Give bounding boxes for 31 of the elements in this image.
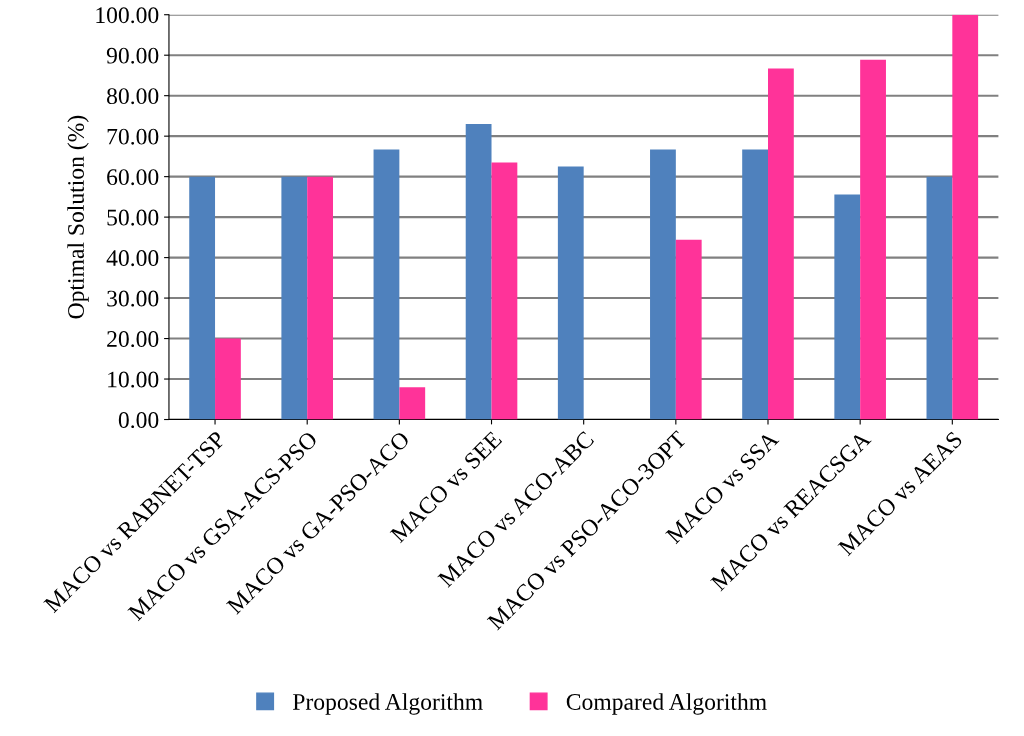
- bar: [215, 338, 241, 420]
- y-tick-label: 90.00: [106, 47, 159, 64]
- y-tick-label: 100.00: [96, 7, 159, 24]
- y-tick-label: 70.00: [107, 128, 159, 145]
- bar: [281, 176, 308, 420]
- bar: [675, 239, 702, 420]
- y-tick-label: 60.00: [107, 169, 159, 186]
- legend-label: Proposed Algorithm: [292, 693, 483, 715]
- y-axis-title: Optimal Solution (%): [67, 115, 89, 319]
- bar: [189, 176, 216, 420]
- bar: [650, 149, 676, 420]
- bar: [926, 176, 953, 420]
- y-tick-label: 50.00: [107, 209, 159, 226]
- bar: [742, 149, 768, 420]
- y-tick-label: 30.00: [107, 290, 159, 307]
- bar: [768, 68, 794, 420]
- bar: [491, 162, 518, 420]
- y-tick-label: 10.00: [108, 371, 159, 388]
- bar: [465, 124, 492, 420]
- bar: [399, 387, 426, 420]
- bar: [952, 14, 979, 420]
- y-tick-label: 80.00: [107, 88, 159, 105]
- y-tick-label: 40.00: [106, 250, 159, 267]
- bar: [860, 59, 886, 420]
- y-tick-label: 20.00: [107, 331, 159, 348]
- legend-label: Compared Algorithm: [566, 693, 767, 715]
- bar: [307, 176, 333, 420]
- bar: [557, 166, 584, 420]
- y-tick-label: 0.00: [118, 412, 159, 429]
- bar: [373, 149, 400, 420]
- bar: [834, 194, 861, 420]
